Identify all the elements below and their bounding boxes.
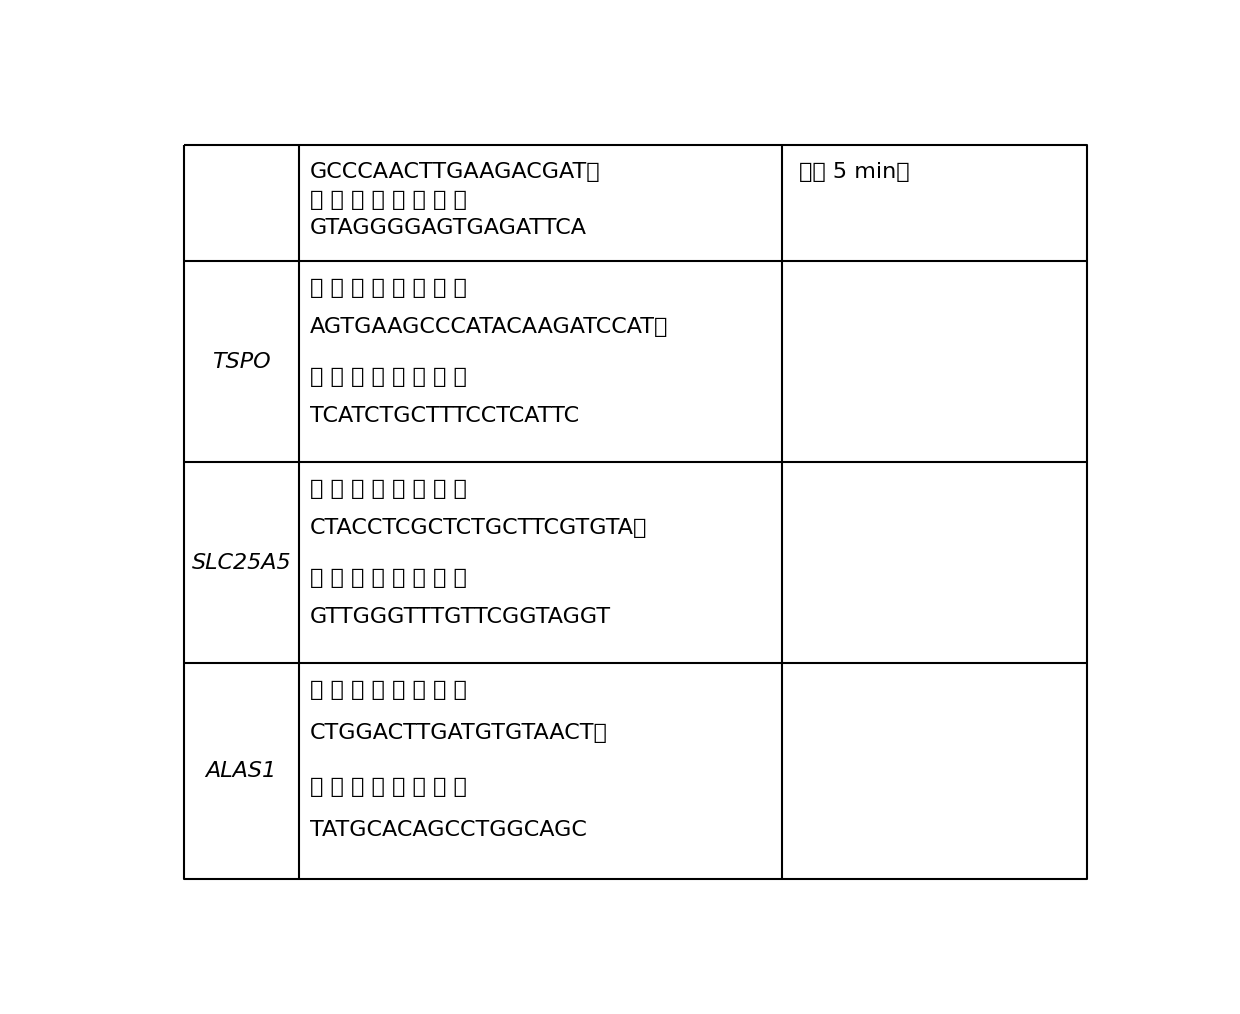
Text: 下 游 引 物 序 列 为 ：: 下 游 引 物 序 列 为 ： (310, 367, 467, 387)
Text: 上 游 引 物 序 列 为 ：: 上 游 引 物 序 列 为 ： (310, 480, 467, 499)
Text: SLC25A5: SLC25A5 (191, 553, 291, 573)
Text: AGTGAAGCCCATACAAGATCCAT；: AGTGAAGCCCATACAAGATCCAT； (310, 317, 668, 337)
Text: CTACCTCGCTCTGCTTCGTGTA；: CTACCTCGCTCTGCTTCGTGTA； (310, 518, 647, 538)
Text: 延伸 5 min。: 延伸 5 min。 (799, 162, 910, 183)
Text: TCATCTGCTTTCCTCATTC: TCATCTGCTTTCCTCATTC (310, 406, 579, 426)
Text: 下 游 引 物 序 列 为 ：: 下 游 引 物 序 列 为 ： (310, 568, 467, 588)
Text: TSPO: TSPO (212, 352, 270, 371)
Text: 上 游 引 物 序 列 为 ：: 上 游 引 物 序 列 为 ： (310, 680, 467, 701)
Text: GTAGGGGAGTGAGATTCA: GTAGGGGAGTGAGATTCA (310, 218, 587, 238)
Text: 下 游 引 物 序 列 为 ：: 下 游 引 物 序 列 为 ： (310, 777, 467, 797)
Text: GTTGGGTTTGTTCGGTAGGT: GTTGGGTTTGTTCGGTAGGT (310, 607, 611, 628)
Text: ALAS1: ALAS1 (206, 762, 277, 781)
Text: CTGGACTTGATGTGTAACT；: CTGGACTTGATGTGTAACT； (310, 723, 608, 743)
Text: 下 游 引 物 序 列 为 ：: 下 游 引 物 序 列 为 ： (310, 191, 467, 210)
Text: GCCCAACTTGAAGACGAT；: GCCCAACTTGAAGACGAT； (310, 162, 600, 183)
Text: TATGCACAGCCTGGCAGC: TATGCACAGCCTGGCAGC (310, 819, 587, 840)
Text: 上 游 引 物 序 列 为 ：: 上 游 引 物 序 列 为 ： (310, 278, 467, 298)
